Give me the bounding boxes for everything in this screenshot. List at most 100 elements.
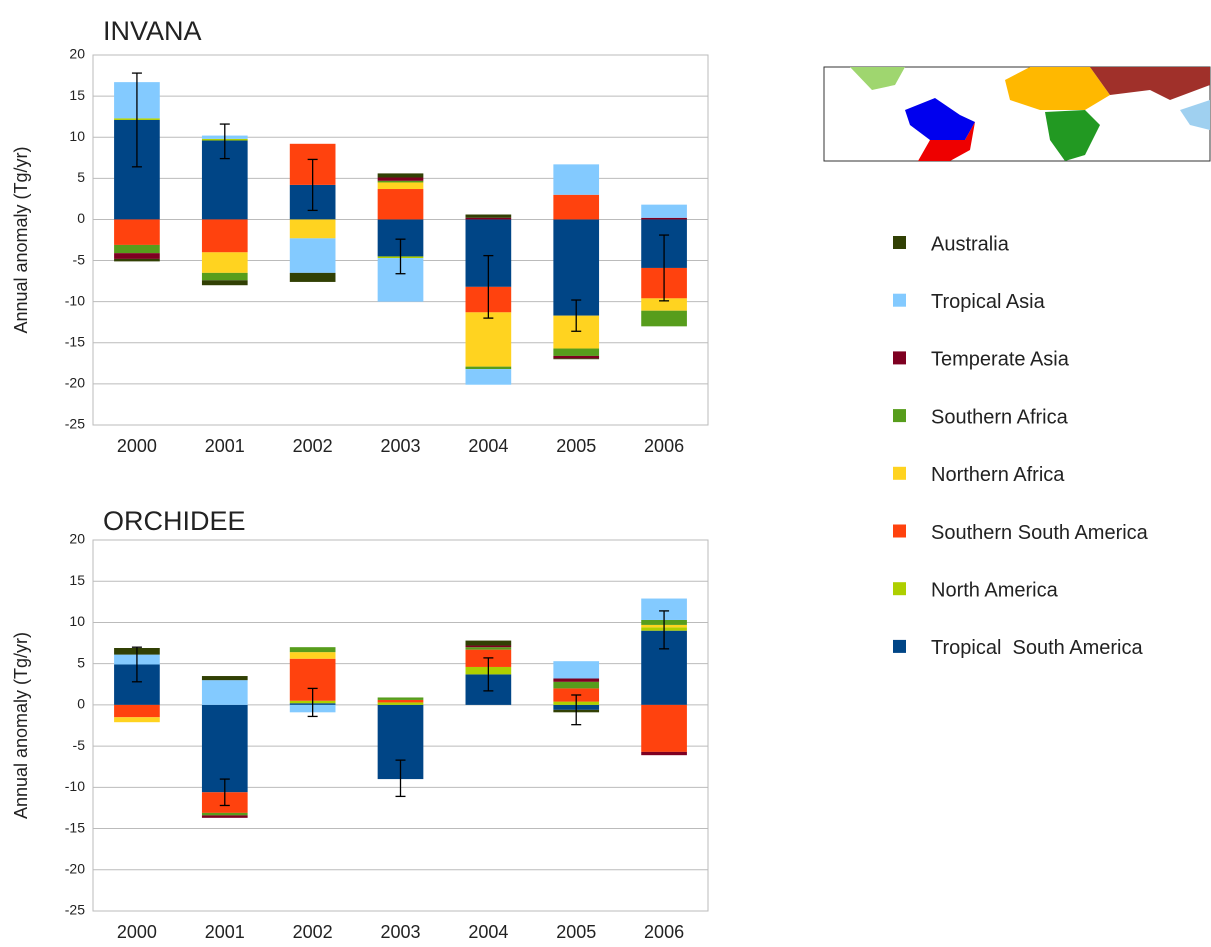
bar-segment	[377, 173, 424, 178]
legend-swatch	[893, 351, 906, 365]
bar-segment	[465, 366, 512, 370]
bar-segment	[201, 219, 248, 253]
bar-segment	[465, 640, 512, 646]
error-bar	[131, 646, 142, 683]
bar-segment	[377, 177, 424, 181]
x-tick-label: 2000	[117, 922, 157, 942]
y-tick-label: -25	[65, 902, 85, 918]
error-bar	[571, 694, 582, 726]
bar-segment	[641, 217, 687, 220]
error-bar	[659, 610, 670, 650]
bar-segment	[553, 194, 600, 220]
y-tick-label: -20	[65, 375, 85, 391]
x-tick-label: 2006	[644, 922, 684, 942]
legend-label: North America	[931, 579, 1059, 601]
x-tick-label: 2006	[644, 436, 684, 456]
bar-segment	[289, 272, 336, 282]
y-tick-label: -10	[65, 292, 85, 308]
legend-label: Southern South America	[931, 522, 1149, 544]
bar-segment	[465, 647, 512, 650]
bar-segment	[553, 355, 600, 359]
x-tick-label: 2004	[468, 436, 508, 456]
bar-segment	[641, 598, 687, 620]
error-bar	[307, 158, 318, 212]
bar-segment	[641, 298, 687, 311]
y-tick-label: -15	[65, 333, 85, 349]
legend-swatch	[893, 639, 906, 653]
x-tick-label: 2004	[468, 922, 508, 942]
y-tick-label: 15	[69, 87, 85, 103]
legend-swatch	[893, 293, 906, 307]
bar-segment	[114, 258, 160, 262]
bar-segment	[377, 189, 424, 220]
error-bar	[483, 254, 494, 319]
y-tick-label: 5	[77, 654, 85, 670]
x-tick-label: 2001	[205, 922, 245, 942]
y-tick-label: -10	[65, 778, 85, 794]
y-tick-label: 20	[69, 46, 85, 62]
error-bar	[131, 72, 142, 168]
legend-label: Tropical Asia	[931, 291, 1046, 313]
legend-label: Southern Africa	[931, 406, 1069, 428]
y-tick-label: 10	[69, 613, 85, 629]
bar-segment	[377, 702, 424, 705]
error-bar	[307, 687, 318, 718]
bar-segment	[201, 815, 248, 818]
bar-segment	[641, 204, 687, 218]
bar-segment	[377, 182, 424, 190]
x-tick-label: 2002	[293, 922, 333, 942]
bar-segment	[553, 661, 600, 679]
bar-segment	[465, 217, 512, 220]
chart-title: ORCHIDEE	[103, 506, 246, 536]
bar-segment	[201, 704, 248, 793]
legend-swatch	[893, 524, 906, 538]
x-tick-label: 2001	[205, 436, 245, 456]
x-tick-label: 2005	[556, 436, 596, 456]
legend-label: Temperate Asia	[931, 349, 1070, 371]
bar-segment	[289, 219, 336, 239]
plot-border	[92, 54, 709, 426]
y-tick-label: 20	[69, 531, 85, 547]
bar-segment	[553, 681, 600, 689]
y-tick-label: -25	[65, 416, 85, 432]
y-tick-label: 15	[69, 572, 85, 588]
y-tick-label: 10	[69, 128, 85, 144]
y-tick-label: 0	[77, 210, 85, 226]
error-bar	[395, 238, 406, 275]
error-bar	[483, 657, 494, 692]
bar-segment	[553, 358, 600, 360]
plot-border	[92, 539, 709, 912]
legend-label: Northern Africa	[931, 464, 1065, 486]
x-tick-label: 2002	[293, 436, 333, 456]
x-tick-label: 2000	[117, 436, 157, 456]
x-tick-label: 2005	[556, 922, 596, 942]
legend-label: Australia	[931, 233, 1010, 255]
bar-segment	[289, 238, 336, 273]
y-tick-label: -5	[73, 251, 86, 267]
legend-swatch	[893, 236, 906, 249]
error-bar	[219, 778, 230, 807]
y-tick-label: 5	[77, 169, 85, 185]
bar-segment	[114, 704, 160, 718]
bar-segment	[465, 645, 512, 648]
legend-swatch	[893, 409, 906, 423]
bar-segment	[114, 219, 160, 245]
bar-segment	[201, 272, 248, 281]
bar-segment	[114, 244, 160, 254]
y-tick-label: 0	[77, 696, 85, 712]
y-tick-label: -15	[65, 819, 85, 835]
bar-segment	[289, 647, 336, 653]
bar-segment	[201, 812, 248, 816]
y-tick-label: -20	[65, 860, 85, 876]
bar-segment	[465, 312, 512, 367]
bar-segment	[289, 652, 336, 659]
map	[823, 66, 1211, 162]
bar-segment	[201, 676, 248, 681]
bar-segment	[114, 253, 160, 259]
bar-segment	[465, 369, 512, 385]
bar-segment	[201, 252, 248, 273]
bar-segment	[641, 310, 687, 327]
error-bar	[395, 759, 406, 798]
x-tick-label: 2003	[380, 436, 420, 456]
